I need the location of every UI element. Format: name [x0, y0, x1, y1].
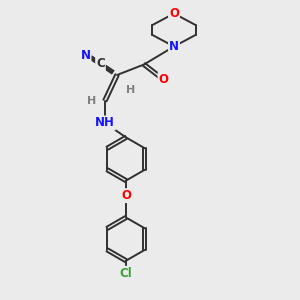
Text: H: H [126, 85, 135, 95]
Text: Cl: Cl [120, 267, 132, 280]
Text: N: N [80, 49, 91, 62]
Text: NH: NH [95, 116, 115, 130]
Text: O: O [169, 7, 179, 20]
Text: C: C [96, 57, 105, 70]
Text: H: H [87, 95, 96, 106]
Text: O: O [158, 73, 169, 86]
Text: O: O [121, 189, 131, 202]
Text: N: N [169, 40, 179, 53]
